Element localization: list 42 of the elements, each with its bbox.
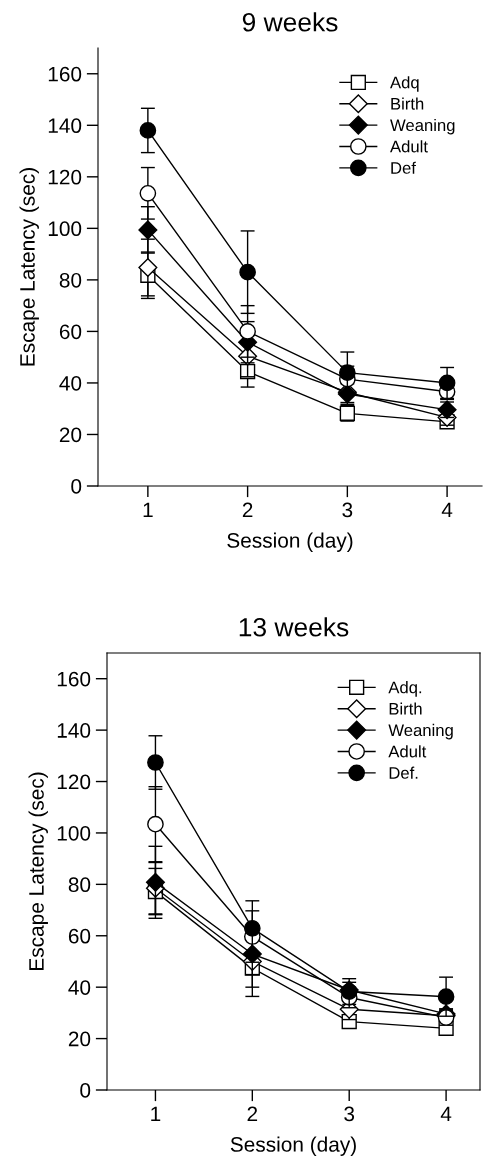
legend-label: Weaning [390,118,455,135]
legend-label: Def [391,161,416,174]
legend-label: Weaning [388,723,453,740]
y-tick-label: 40 [68,980,91,995]
y-tick-label: 80 [59,272,82,288]
x-tick-label: 3 [344,1106,355,1122]
y-tick-label: 80 [68,877,91,893]
chart-title: 9 weeks [242,12,338,32]
y-tick-label: 20 [59,427,82,443]
legend-label: Adq. [388,681,422,697]
legend-label: Birth [389,702,422,715]
y-tick-label: 60 [68,928,91,944]
y-tick-label: 20 [68,1031,91,1047]
y-tick-label: 120 [57,774,91,790]
x-tick-label: 3 [342,502,353,518]
y-axis-title: Escape Latency (sec) [19,168,39,366]
chart-title: 13 weeks [239,617,349,637]
x-axis-title: Session (day) [227,532,353,552]
legend-label: Birth [391,97,424,110]
legend-label: Adult [390,140,428,153]
y-tick-label: 60 [59,324,82,340]
x-tick-label: 4 [440,1106,452,1122]
legend-label: Def. [389,766,418,779]
y-tick-label: 100 [57,825,91,841]
x-axis-title: Session (day) [230,1136,356,1156]
y-tick-label: 140 [57,723,91,738]
x-tick-label: 4 [441,502,453,518]
y-tick-label: 100 [48,221,82,237]
x-tick-label: 2 [242,502,253,518]
y-axis-title: Escape Latency (sec) [28,772,48,970]
y-tick-label: 140 [48,118,82,134]
x-tick-label: 1 [143,502,153,518]
y-tick-label: 40 [59,375,82,391]
y-tick-label: 120 [48,169,82,185]
y-tick-label: 0 [71,479,82,494]
y-tick-label: 160 [48,66,82,82]
legend-label: Adult [388,745,427,758]
y-tick-label: 160 [57,671,91,687]
x-tick-label: 2 [247,1106,258,1122]
x-tick-label: 1 [151,1106,161,1122]
y-tick-label: 0 [80,1083,91,1098]
legend-label: Adq [390,76,419,92]
